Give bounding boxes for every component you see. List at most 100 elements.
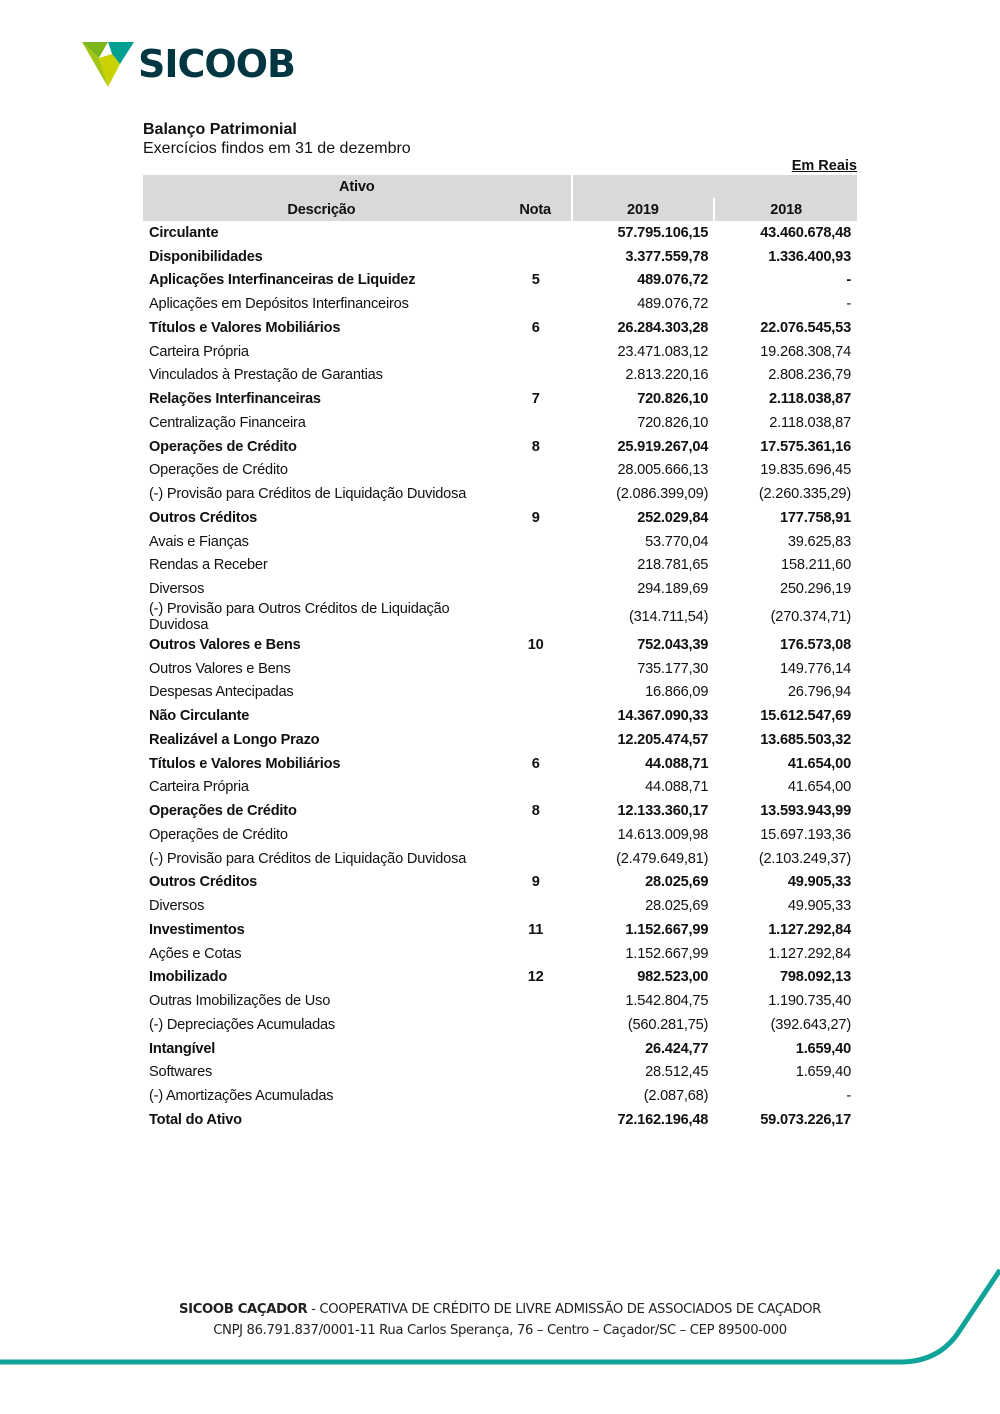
row-nota xyxy=(500,776,572,800)
table-row: (-) Depreciações Acumuladas (560.281,75) (… xyxy=(143,1013,857,1037)
table-row: Títulos e Valores Mobiliários 6 26.284.303… xyxy=(143,316,857,340)
row-value-2019: 44.088,71 xyxy=(645,779,709,796)
row-value-2019: 294.189,69 xyxy=(637,581,709,598)
table-row: Aplicações em Depósitos Interfinanceiros… xyxy=(143,292,857,316)
table-row: Diversos 294.189,69 250.296,19 xyxy=(143,577,857,601)
row-value-2018: (2.103.249,37) xyxy=(758,850,851,867)
row-description: Diversos xyxy=(149,581,205,598)
row-nota xyxy=(500,530,572,554)
row-value-2019: (2.086.399,09) xyxy=(616,486,709,503)
row-description: Diversos xyxy=(149,898,205,915)
row-nota xyxy=(500,1084,572,1108)
column-header-row: Descrição Nota 2019 2018 xyxy=(143,198,857,221)
row-description: Vinculados à Prestação de Garantias xyxy=(149,367,383,384)
row-description: Rendas a Receber xyxy=(149,557,268,574)
table-row: Outros Valores e Bens 735.177,30 149.776,1… xyxy=(143,657,857,681)
row-value-2019: 25.919.267,04 xyxy=(617,438,709,455)
footer-address: CNPJ 86.791.837/0001-11 Rua Carlos Spera… xyxy=(213,1323,787,1338)
row-value-2019: 218.781,65 xyxy=(637,557,709,574)
row-description: Ações e Cotas xyxy=(149,945,242,962)
row-description: Títulos e Valores Mobiliários xyxy=(149,755,341,772)
row-value-2019: 752.043,39 xyxy=(637,636,709,653)
row-value-2019: 14.613.009,98 xyxy=(617,826,709,843)
section-title: Ativo xyxy=(143,175,572,198)
row-value-2019: 28.512,45 xyxy=(645,1064,709,1081)
row-value-2018: 158.211,60 xyxy=(781,557,851,574)
row-value-2019: 14.367.090,33 xyxy=(617,708,709,725)
row-value-2019: 3.377.559,78 xyxy=(625,248,709,265)
table-row: Ações e Cotas 1.152.667,99 1.127.292,84 xyxy=(143,942,857,966)
row-value-2019: 44.088,71 xyxy=(645,755,709,772)
table-row: Centralização Financeira 720.826,10 2.118.… xyxy=(143,411,857,435)
row-value-2018: 13.593.943,99 xyxy=(760,803,851,820)
row-nota xyxy=(500,1108,572,1132)
row-description: Operações de Crédito xyxy=(149,803,297,820)
table-row: (-) Provisão para Outros Créditos de Liq… xyxy=(143,601,857,633)
currency-unit: Em Reais xyxy=(791,158,857,174)
row-nota xyxy=(500,823,572,847)
row-description: Operações de Crédito xyxy=(149,826,288,843)
row-description: Carteira Própria xyxy=(149,343,249,360)
row-value-2019: 28.025,69 xyxy=(645,898,709,915)
row-nota xyxy=(500,894,572,918)
table-row: Realizável a Longo Prazo 12.205.474,57 13.… xyxy=(143,728,857,752)
row-value-2018: 22.076.545,53 xyxy=(760,319,851,336)
table-row: Outras Imobilizações de Uso 1.542.804,75 1… xyxy=(143,989,857,1013)
row-value-2018: 1.659,40 xyxy=(795,1064,851,1081)
row-value-2018: 149.776,14 xyxy=(779,660,851,677)
row-value-2018: 43.460.678,48 xyxy=(760,224,851,241)
row-nota xyxy=(500,1061,572,1085)
row-value-2018: 39.625,83 xyxy=(787,533,851,550)
row-description: Operações de Crédito xyxy=(149,438,297,455)
row-nota: 7 xyxy=(531,391,540,408)
row-nota xyxy=(500,340,572,364)
row-value-2019: (2.087,68) xyxy=(643,1088,709,1105)
row-description: Relações Interfinanceiras xyxy=(149,391,321,408)
row-nota: 6 xyxy=(531,755,540,772)
table-row: Intangível 26.424,77 1.659,40 xyxy=(143,1037,857,1061)
footer: SICOOB CAÇADOR - COOPERATIVA DE CRÉDITO … xyxy=(0,1299,1000,1341)
row-description: Circulante xyxy=(149,224,219,241)
row-nota: 5 xyxy=(531,272,540,289)
row-description: Carteira Própria xyxy=(149,779,249,796)
table-row: Rendas a Receber 218.781,65 158.211,60 xyxy=(143,554,857,578)
row-value-2018: 26.796,94 xyxy=(787,684,851,701)
row-description: Despesas Antecipadas xyxy=(149,684,294,701)
row-value-2018: 59.073.226,17 xyxy=(760,1111,851,1128)
row-value-2019: 1.152.667,99 xyxy=(625,921,709,938)
row-nota xyxy=(500,847,572,871)
table-row: Outros Valores e Bens 10 752.043,39 176.573… xyxy=(143,633,857,657)
table-row: Outros Créditos 9 252.029,84 177.758,91 xyxy=(143,506,857,530)
row-nota: 11 xyxy=(528,921,544,938)
row-value-2018: 798.092,13 xyxy=(779,969,851,986)
row-nota xyxy=(500,577,572,601)
sicoob-logo: SICOOB xyxy=(82,42,296,88)
row-value-2019: (2.479.649,81) xyxy=(616,850,709,867)
row-value-2018: 1.127.292,84 xyxy=(768,945,851,962)
table-row: Outros Créditos 9 28.025,69 49.905,33 xyxy=(143,871,857,895)
row-value-2018: 13.685.503,32 xyxy=(760,731,851,748)
row-value-2019: 16.866,09 xyxy=(645,684,709,701)
row-value-2019: 28.025,69 xyxy=(645,874,709,891)
row-value-2019: 720.826,10 xyxy=(637,414,709,431)
table-row: Softwares 28.512,45 1.659,40 xyxy=(143,1061,857,1085)
row-value-2018: 15.612.547,69 xyxy=(760,708,851,725)
table-row: Operações de Crédito 28.005.666,13 19.835.… xyxy=(143,459,857,483)
table-row: Avais e Fianças 53.770,04 39.625,83 xyxy=(143,530,857,554)
row-value-2018: - xyxy=(846,296,851,313)
row-description: (-) Provisão para Créditos de Liquidação… xyxy=(149,486,467,503)
table-row: (-) Amortizações Acumuladas (2.087,68) - xyxy=(143,1084,857,1108)
row-value-2019: 23.471.083,12 xyxy=(617,343,709,360)
row-description: Imobilizado xyxy=(149,969,228,986)
row-nota xyxy=(500,411,572,435)
row-nota xyxy=(500,1037,572,1061)
table-row: Investimentos 11 1.152.667,99 1.127.292,84 xyxy=(143,918,857,942)
document-title: Balanço Patrimonial xyxy=(143,121,297,138)
row-description: Outros Créditos xyxy=(149,874,258,891)
row-nota: 9 xyxy=(531,874,540,891)
row-value-2019: 26.424,77 xyxy=(645,1040,709,1057)
table-row: Operações de Crédito 8 12.133.360,17 13.593… xyxy=(143,799,857,823)
row-value-2018: 15.697.193,36 xyxy=(760,826,851,843)
row-nota xyxy=(500,459,572,483)
row-value-2019: 26.284.303,28 xyxy=(617,319,709,336)
